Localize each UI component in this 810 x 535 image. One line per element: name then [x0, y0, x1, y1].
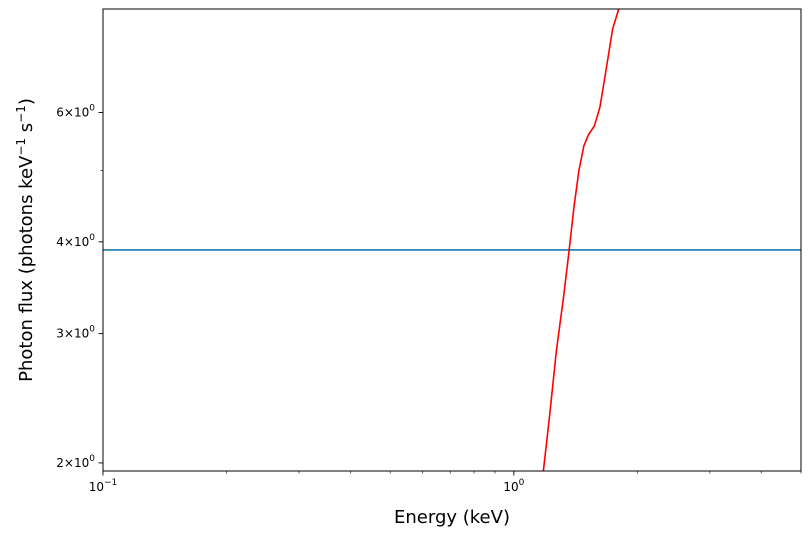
- plot-frame: [102, 8, 802, 472]
- x-tick-labels: 10−1 100: [89, 478, 525, 494]
- major-ticks: [98, 112, 515, 476]
- x-axis-label: Energy (keV): [394, 507, 510, 528]
- x-tick-label: 10−1: [89, 478, 118, 494]
- y-axis-label: Photon flux (photons keV−1 s−1): [14, 98, 37, 382]
- y-tick-label: 4×100: [56, 233, 95, 249]
- y-tick-labels: 2×100 3×100 4×100 6×100: [56, 104, 95, 470]
- y-tick-label: 2×100: [56, 454, 95, 470]
- series-line-2: [542, 8, 620, 472]
- plot-background: [103, 9, 801, 471]
- series-layer: [103, 8, 801, 472]
- y-tick-label: 3×100: [56, 325, 95, 341]
- x-tick-label: 100: [503, 478, 524, 494]
- y-tick-label: 6×100: [56, 104, 95, 120]
